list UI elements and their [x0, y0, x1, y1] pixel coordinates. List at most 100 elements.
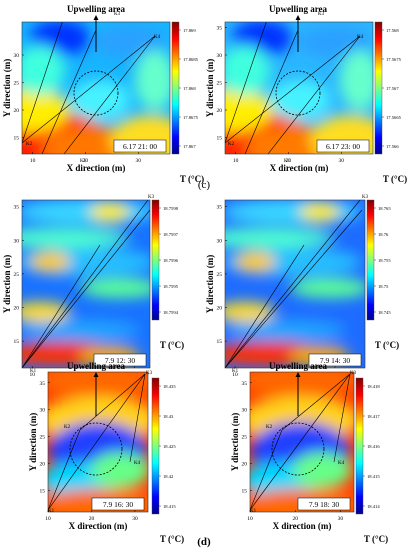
marker-label-k3: K3	[350, 371, 357, 376]
y-tick-label: 30	[14, 238, 20, 244]
monitoring-line	[63, 35, 156, 154]
plot-frame	[47, 371, 149, 513]
colorbar-tick-label: 18.425	[163, 444, 176, 449]
monitoring-line	[225, 209, 363, 368]
y-tick-label: 25	[40, 435, 46, 441]
x-tick-label: 20	[292, 516, 298, 522]
heatmap-region	[22, 302, 70, 322]
timestamp-box	[316, 139, 370, 153]
chart-panel-d-left: Upwelling area 10 20 30 15 20 25 30 35 X directio…	[28, 361, 184, 544]
x-tick-label: 10	[29, 372, 35, 378]
monitoring-line	[22, 244, 101, 368]
marker-label-k1: K1	[30, 369, 37, 374]
heatmap-region	[90, 202, 130, 222]
chart-title: Upwelling area	[269, 4, 328, 14]
heatmap-region	[250, 372, 354, 398]
colorbar-tick-label: 18.418	[367, 384, 380, 389]
heatmap-region	[300, 202, 340, 222]
marker-label-k1: K1	[48, 509, 55, 514]
heatmap-region	[225, 200, 362, 224]
heatmap-field	[48, 372, 148, 512]
y-tick-label: 25	[217, 272, 223, 278]
y-tick-label: 20	[217, 108, 223, 114]
marker-label-k1: K1	[284, 159, 291, 164]
marker-label-k2: K2	[266, 425, 273, 430]
y-axis-label: Y direction (m)	[28, 413, 38, 472]
y-axis-label: Y direction (m)	[230, 413, 240, 472]
y-tick-label: 20	[14, 306, 20, 312]
timestamp-box	[113, 139, 167, 153]
y-tick-label: 25	[242, 435, 248, 441]
colorbar-tick-label: 18.7598	[163, 206, 179, 211]
chart-title: Upwelling area	[269, 361, 328, 371]
marker-label-k1: K1	[232, 369, 239, 374]
y-tick-label: 15	[40, 488, 46, 494]
heatmap-region	[80, 278, 150, 298]
colorbar-label: T (°C)	[180, 174, 204, 184]
y-tick-label: 30	[14, 53, 20, 59]
monitoring-line	[333, 373, 351, 463]
colorbar-tick-label: 18.415	[367, 474, 380, 479]
y-tick-label: 35	[242, 381, 248, 387]
upwelling-circle	[69, 422, 123, 476]
plot-frame	[224, 21, 374, 155]
marker-label-k1: K1	[250, 509, 257, 514]
timestamp-label: 7.9 16: 30	[103, 500, 133, 509]
chart-panel-d-right: Upwelling area 10 20 30 15 20 25 30 35 X directio…	[230, 361, 388, 544]
x-axis-label: X direction (m)	[270, 163, 329, 173]
heatmap-region	[22, 228, 130, 248]
marker-label-k2: K2	[26, 142, 33, 147]
monitoring-line	[129, 373, 146, 463]
colorbar-tick-label: 18.417	[367, 414, 380, 419]
upwelling-circle	[271, 422, 325, 476]
y-tick-label: 15	[217, 136, 223, 142]
heatmap-region	[225, 88, 273, 132]
x-tick-label: 10	[247, 516, 253, 522]
colorbar-tick-label: 18.42	[163, 474, 174, 479]
heatmap-gradients	[22, 22, 170, 154]
monitoring-line	[250, 373, 351, 511]
colorbar-tick-label: 17.566	[386, 144, 399, 149]
heatmap-field	[250, 372, 354, 512]
y-tick-label: 25	[14, 272, 20, 278]
x-tick-label: 30	[339, 158, 345, 164]
timestamp-label: 7.9 12: 30	[105, 356, 135, 365]
monitoring-line	[48, 373, 146, 511]
marker-label-k3: K3	[114, 12, 121, 17]
y-tick-label: 25	[217, 81, 223, 87]
heatmap-region	[340, 50, 373, 110]
timestamp-box	[297, 497, 351, 511]
marker-label-k4: K4	[338, 461, 345, 466]
heatmap-region	[235, 252, 275, 272]
x-tick-label: 10	[45, 516, 51, 522]
colorbar-label: T (°C)	[160, 534, 184, 544]
marker-label-k1: K1	[80, 159, 87, 164]
colorbar	[366, 199, 375, 321]
monitoring-line	[22, 200, 149, 368]
colorbar-tick-label: 17.567	[386, 86, 399, 91]
colorbar-tick-label: 18.416	[367, 444, 380, 449]
colorbar-label: T (°C)	[364, 534, 388, 544]
chart-panel-c-left: Upwelling area 10 20 30 15 20 25 30 X direction …	[2, 4, 204, 184]
colorbar-tick-label: 17.568	[386, 28, 399, 33]
monitoring-line	[79, 373, 146, 431]
colorbar-tick-label: 17.869	[183, 28, 196, 33]
monitoring-line	[225, 244, 305, 368]
colorbar-tick-label: 17.868	[183, 86, 196, 91]
panel-label-c: (c)	[198, 179, 211, 191]
timestamp-label: 6.17 23: 00	[326, 142, 360, 151]
x-tick-label: 30	[132, 516, 138, 522]
y-axis-label: Y direction (m)	[205, 255, 215, 314]
heatmap-region	[225, 228, 335, 248]
colorbar-tick-label: 18.415	[163, 504, 176, 509]
y-tick-label: 15	[14, 136, 20, 142]
x-tick-label: 10	[232, 372, 238, 378]
heatmap-region	[22, 88, 70, 132]
x-tick-label: 30	[338, 516, 344, 522]
upwelling-circle	[275, 70, 321, 116]
monitoring-line	[244, 29, 299, 154]
colorbar-tick-label: 18.7594	[163, 310, 179, 315]
colorbar-tick-label: 18.435	[163, 384, 176, 389]
panel-label-d: (d)	[197, 536, 211, 548]
colorbar-tick-label: 18.76	[378, 232, 389, 237]
